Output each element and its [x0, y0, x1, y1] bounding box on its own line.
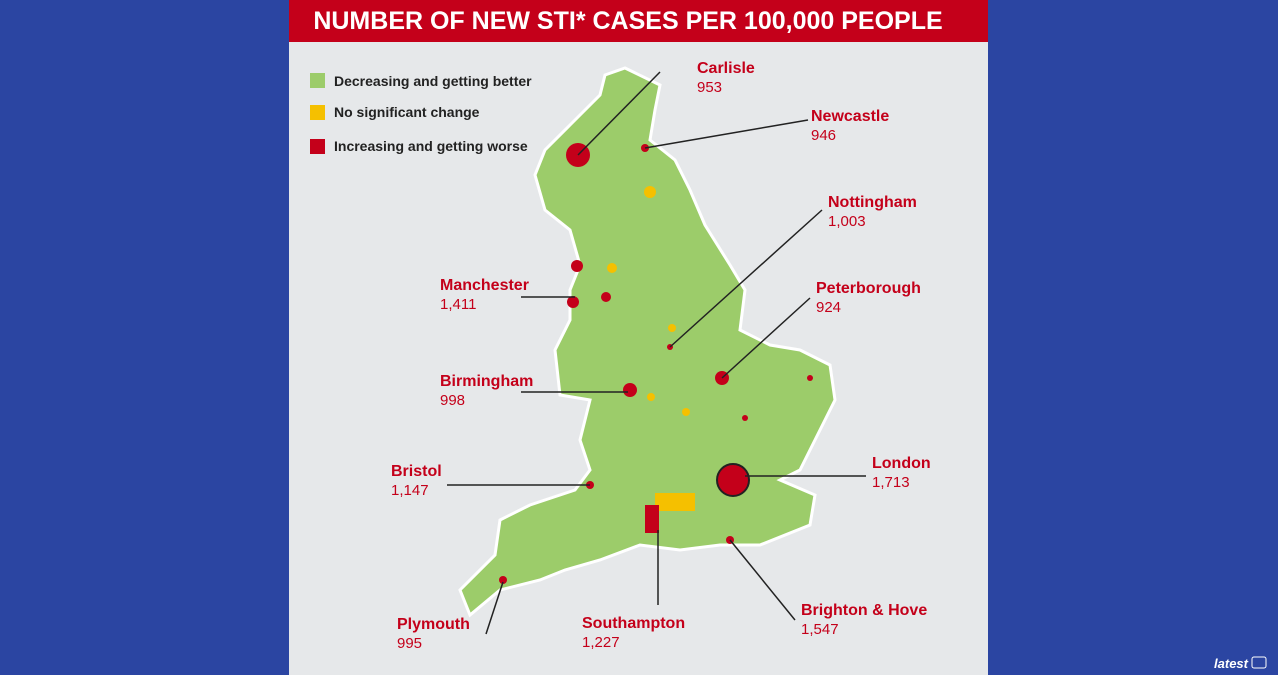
- leader-line: [669, 209, 823, 348]
- legend-swatch: [310, 139, 325, 154]
- city-name: Brighton & Hove: [801, 602, 927, 619]
- watermark-icon: [1251, 656, 1267, 669]
- region: [645, 505, 659, 533]
- leader-line: [729, 539, 796, 621]
- region: [623, 383, 637, 397]
- legend: Decreasing and getting better No signifi…: [310, 73, 532, 154]
- city-value: 1,227: [582, 634, 620, 651]
- region: [742, 415, 748, 421]
- city-value: 1,003: [828, 213, 866, 230]
- leader-line: [485, 581, 504, 635]
- city-value: 946: [811, 127, 836, 144]
- region: [682, 408, 690, 416]
- region: [607, 263, 617, 273]
- legend-label: Increasing and getting worse: [334, 138, 528, 154]
- city-value: 924: [816, 299, 841, 316]
- city-value: 953: [697, 79, 722, 96]
- city-name: Plymouth: [397, 616, 470, 633]
- region: [655, 493, 695, 511]
- region: [668, 324, 676, 332]
- region: [499, 576, 507, 584]
- leader-lines: [447, 71, 866, 635]
- region: [647, 393, 655, 401]
- city-value: 998: [440, 392, 465, 409]
- city-value: 995: [397, 635, 422, 652]
- title-bar: [289, 0, 988, 42]
- leader-line: [577, 71, 661, 156]
- city-value: 1,547: [801, 621, 839, 638]
- city-value: 1,713: [872, 474, 910, 491]
- city-name: Manchester: [440, 277, 529, 294]
- city-name: London: [872, 455, 931, 472]
- city-name: Nottingham: [828, 194, 917, 211]
- region: [571, 260, 583, 272]
- region: [567, 296, 579, 308]
- legend-label: No significant change: [334, 104, 480, 120]
- region: [601, 292, 611, 302]
- city-name: Carlisle: [697, 60, 755, 77]
- region: [716, 463, 750, 497]
- region: [807, 375, 813, 381]
- city-name: Birmingham: [440, 373, 533, 390]
- city-value: 1,147: [391, 482, 429, 499]
- city-value: 1,411: [440, 296, 476, 313]
- city-name: Newcastle: [811, 108, 889, 125]
- legend-label: Decreasing and getting better: [334, 73, 532, 89]
- city-name: Southampton: [582, 615, 685, 632]
- legend-swatch: [310, 73, 325, 88]
- city-labels: Carlisle 953 Newcastle 946 Nottingham 1,…: [391, 60, 931, 652]
- watermark: latest: [1214, 656, 1249, 671]
- legend-swatch: [310, 105, 325, 120]
- title: NUMBER OF NEW STI* CASES PER 100,000 PEO…: [313, 7, 942, 35]
- leader-line: [721, 297, 811, 379]
- city-name: Bristol: [391, 463, 442, 480]
- leader-line: [644, 119, 809, 149]
- city-name: Peterborough: [816, 280, 921, 297]
- region: [644, 186, 656, 198]
